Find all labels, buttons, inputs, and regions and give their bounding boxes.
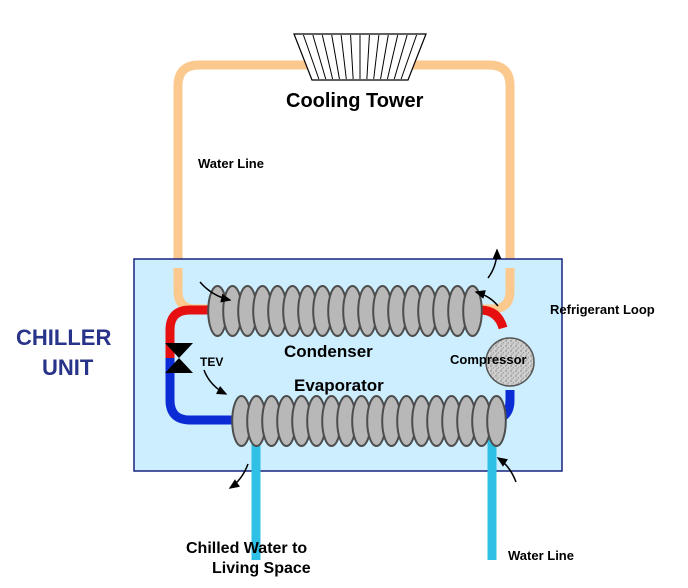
diagram-stage: { "type": "flow-schematic", "canvas": { … xyxy=(0,0,688,588)
diagram-svg xyxy=(0,0,688,588)
cooling-tower-icon xyxy=(294,34,426,80)
water-line-bottom-label: Water Line xyxy=(508,548,574,563)
water-line-top-label: Water Line xyxy=(198,156,264,171)
evaporator-label: Evaporator xyxy=(294,376,384,396)
tev-label: TEV xyxy=(200,355,223,369)
compressor-label: Compressor xyxy=(450,352,527,367)
refrigerant-loop-label: Refrigerant Loop xyxy=(550,302,655,317)
chiller-unit-label-1: CHILLER xyxy=(16,325,111,351)
evaporator-coil xyxy=(232,396,506,446)
chilled-water-label-2: Living Space xyxy=(212,560,311,578)
cooling-tower-label: Cooling Tower xyxy=(286,90,423,113)
chiller-unit-label-2: UNIT xyxy=(42,355,93,381)
condenser-label: Condenser xyxy=(284,342,373,362)
chilled-water-label-1: Chilled Water to xyxy=(186,540,307,558)
condenser-coil xyxy=(208,286,482,336)
